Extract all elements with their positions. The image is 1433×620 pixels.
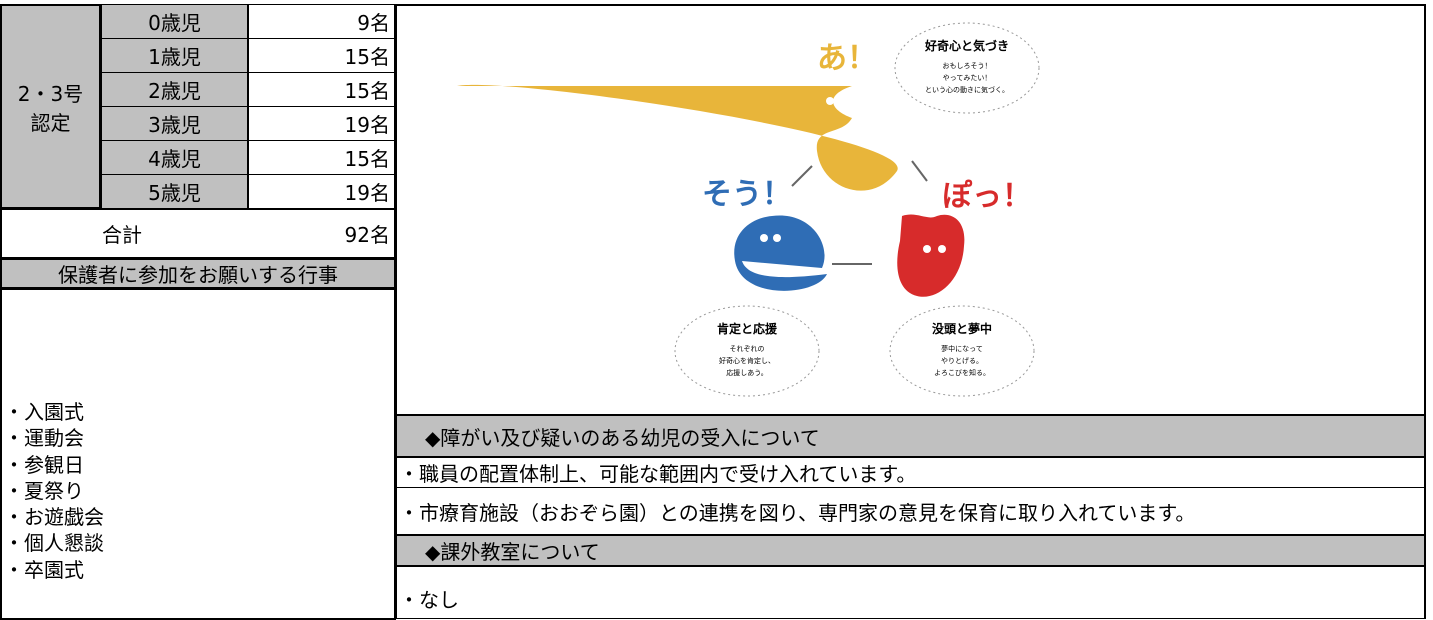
eye [773,234,781,242]
eye [760,234,768,242]
group-label-line: 2・3号 [17,81,84,106]
count-cell: 19名 [248,106,396,141]
exclaim-po: ぽっ！ [942,179,1032,214]
event-item: ・運動会 [4,426,84,451]
bubble-title: 肯定と応援 [717,321,778,336]
bubble-line: 夢中になって [941,344,983,353]
section-item: ・市療育施設（おおぞら園）との連携を図り、専門家の意見を保育に取り入れています。 [395,487,1426,535]
total-row: 合計 92名 [0,208,396,259]
count-cell: 15名 [248,140,396,175]
bubble-title: 没頭と夢中 [932,321,992,336]
speech-bubble [889,305,1035,397]
total-value: 92名 [344,223,390,247]
exclaim-a: あ！ [817,41,877,76]
bubble-title: 好奇心と気づき [924,38,1009,53]
bubble-line: やりとげる。 [941,356,983,365]
section-header: ◆障がい及び疑いのある幼児の受入について [395,414,1426,458]
count-cell: 15名 [248,72,396,107]
bubble-line: それぞれの [730,345,765,353]
bubble-line: おもしろそう！ [943,62,992,70]
blue-blob [734,215,827,291]
events-list: ・入園式 ・運動会 ・参観日 ・夏祭り ・お遊戯会 ・個人懇談 ・卒園式 [0,288,396,620]
event-item: ・お遊戯会 [4,505,104,530]
age-cell: 5歳児 [100,174,249,209]
age-cell: 3歳児 [100,106,249,141]
age-cell: 0歳児 [100,4,249,39]
age-cell: 2歳児 [100,72,249,107]
event-item: ・参観日 [4,452,84,477]
red-blob [897,214,965,297]
bubble-line: やってみたい！ [943,74,992,82]
total-label: 合計 [102,223,142,247]
eye [938,245,946,253]
age-cell: 1歳児 [100,38,249,73]
illustration-panel: あ！ そう！ ぽっ！ 好奇心と気づきおもしろそう！ やってみたい！ という心の動きに気づく… [395,4,1426,416]
group-label: 2・3号認定 [0,4,101,209]
speech-bubble [674,305,820,397]
bubble-line: という心の動きに気づく。 [925,85,1009,94]
section-item: ・職員の配置体制上、可能な範囲内で受け入れています。 [395,457,1426,488]
yellow-blob [457,84,898,191]
event-item: ・個人懇談 [4,531,104,556]
age-cell: 4歳児 [100,140,249,175]
group-label-line: 認定 [30,110,71,135]
speech-bubble [894,22,1040,114]
arrow [911,160,928,182]
section-header: ◆課外教室について [395,534,1426,567]
eye [826,97,834,105]
event-item: ・卒園式 [4,557,84,582]
bubble-line: 応援しあう。 [726,368,768,377]
events-header: 保護者に参加をお願いする行事 [0,258,396,289]
arrow [791,165,813,187]
count-cell: 9名 [248,4,396,39]
bubble-line: よろこびを知る。 [934,368,990,377]
eye [923,245,931,253]
bubble-line: 好奇心を肯定し、 [719,356,775,365]
count-cell: 15名 [248,38,396,73]
count-cell: 19名 [248,174,396,209]
event-item: ・入園式 [4,400,84,424]
exclaim-sou: そう！ [702,177,792,212]
section-item: ・なし [395,566,1426,619]
event-item: ・夏祭り [4,478,84,503]
